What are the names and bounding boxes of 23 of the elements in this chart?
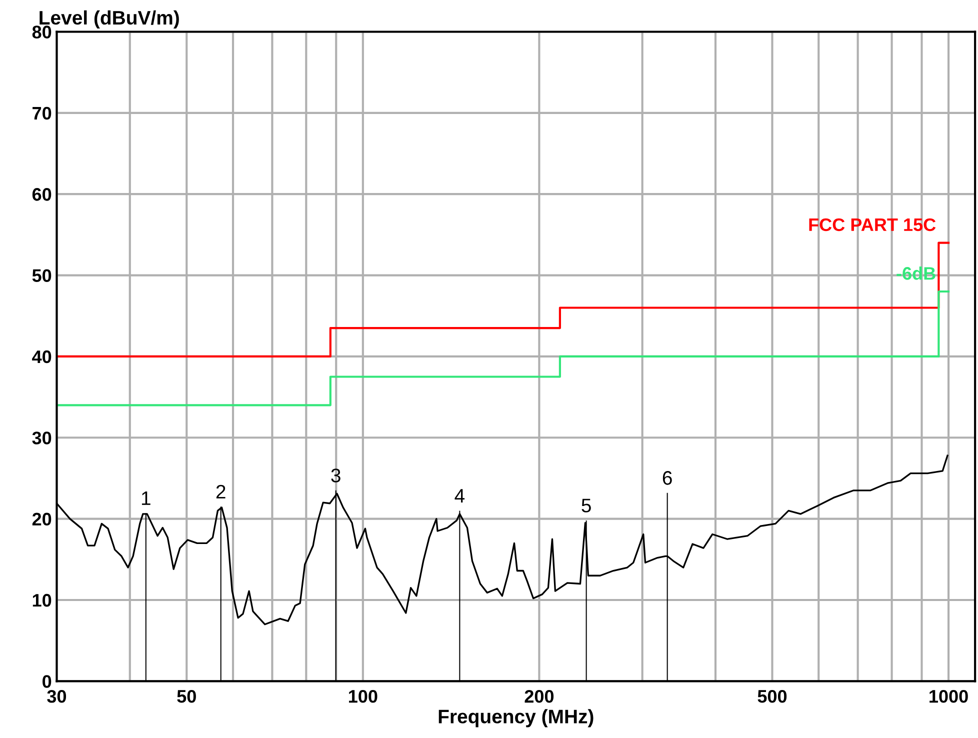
x-tick-label: 500 [758,690,787,703]
y-tick-label: 0 [42,675,52,688]
annotation: 1 [142,492,150,505]
series-label: -6dB [896,266,936,280]
annotation: 4 [454,489,465,502]
x-tick-label: 50 [177,690,196,703]
series-label: FCC PART 15C [809,218,936,232]
y-tick-label: 50 [32,269,52,282]
y-tick-label: 70 [32,106,52,120]
annotation: 5 [582,498,591,512]
y-tick-label: 20 [32,512,52,526]
y-tick-label: 60 [32,188,52,201]
x-tick-label: 30 [47,690,66,703]
y-tick-label: 10 [32,594,52,607]
x-tick-label: 200 [524,690,554,703]
annotation: 6 [662,471,672,485]
annotation: 2 [216,484,226,498]
annotation: 3 [331,468,340,482]
y-tick-label: 30 [32,432,52,444]
x-tick-label: 1000 [930,690,968,703]
x-tick-label: 100 [349,690,378,703]
y-tick-label: 40 [32,350,52,364]
x-axis-title: Frequency (MHz) [438,709,594,728]
